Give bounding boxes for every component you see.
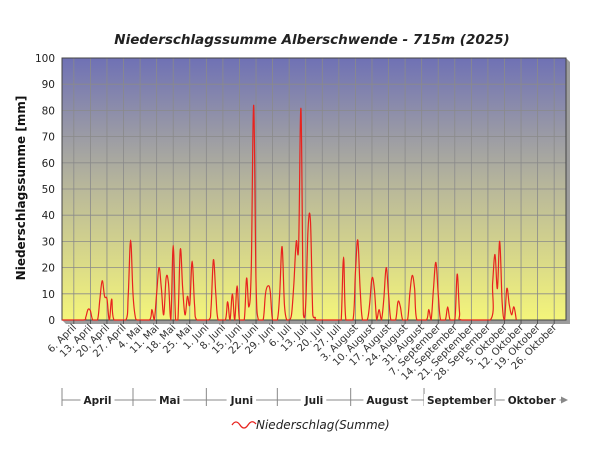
y-tick-label: 10 — [42, 289, 55, 301]
y-tick-label: 50 — [42, 184, 55, 196]
y-tick-label: 30 — [42, 236, 55, 248]
month-label: September — [427, 395, 493, 407]
month-label-backing — [363, 394, 412, 408]
month-label: April — [83, 395, 111, 407]
legend-line-icon — [231, 421, 257, 429]
series-line — [61, 104, 517, 321]
plot-area — [61, 57, 570, 324]
y-tick-label: 100 — [35, 53, 55, 65]
month-label: August — [366, 395, 408, 407]
y-tick-label: 0 — [48, 315, 55, 327]
y-tick-label: 40 — [42, 210, 55, 222]
y-axis: 0 10 20 30 40 50 60 70 80 90 100 — [35, 53, 55, 327]
y-tick-label: 80 — [42, 105, 55, 117]
legend-label: Niederschlag(Summe) — [256, 418, 390, 432]
month-label-backing — [300, 394, 327, 408]
month-label-backing — [156, 394, 184, 408]
y-tick-label: 60 — [42, 158, 55, 170]
chart-title: Niederschlagssumme Alberschwende - 715m … — [114, 32, 509, 48]
month-label-backing — [423, 394, 496, 408]
month-label: Oktober — [508, 395, 557, 407]
month-label-backing — [226, 394, 257, 408]
month-label: Mai — [159, 395, 180, 407]
month-label: Juni — [230, 395, 253, 407]
y-tick-label: 90 — [42, 79, 55, 91]
month-label-backing — [504, 394, 560, 408]
month-axis-arrow — [561, 396, 568, 404]
y-tick-label: 20 — [42, 263, 55, 275]
y-axis-label: Niederschlagssumme [mm] — [14, 96, 28, 281]
month-axis: April Mai Juni Juli August September Oktober — [61, 388, 568, 408]
legend: Niederschlag(Summe) — [231, 418, 390, 432]
plot-border — [61, 57, 567, 321]
y-tick-label: 70 — [42, 132, 55, 144]
month-label: Juli — [304, 395, 324, 407]
month-label-backing — [80, 394, 115, 408]
